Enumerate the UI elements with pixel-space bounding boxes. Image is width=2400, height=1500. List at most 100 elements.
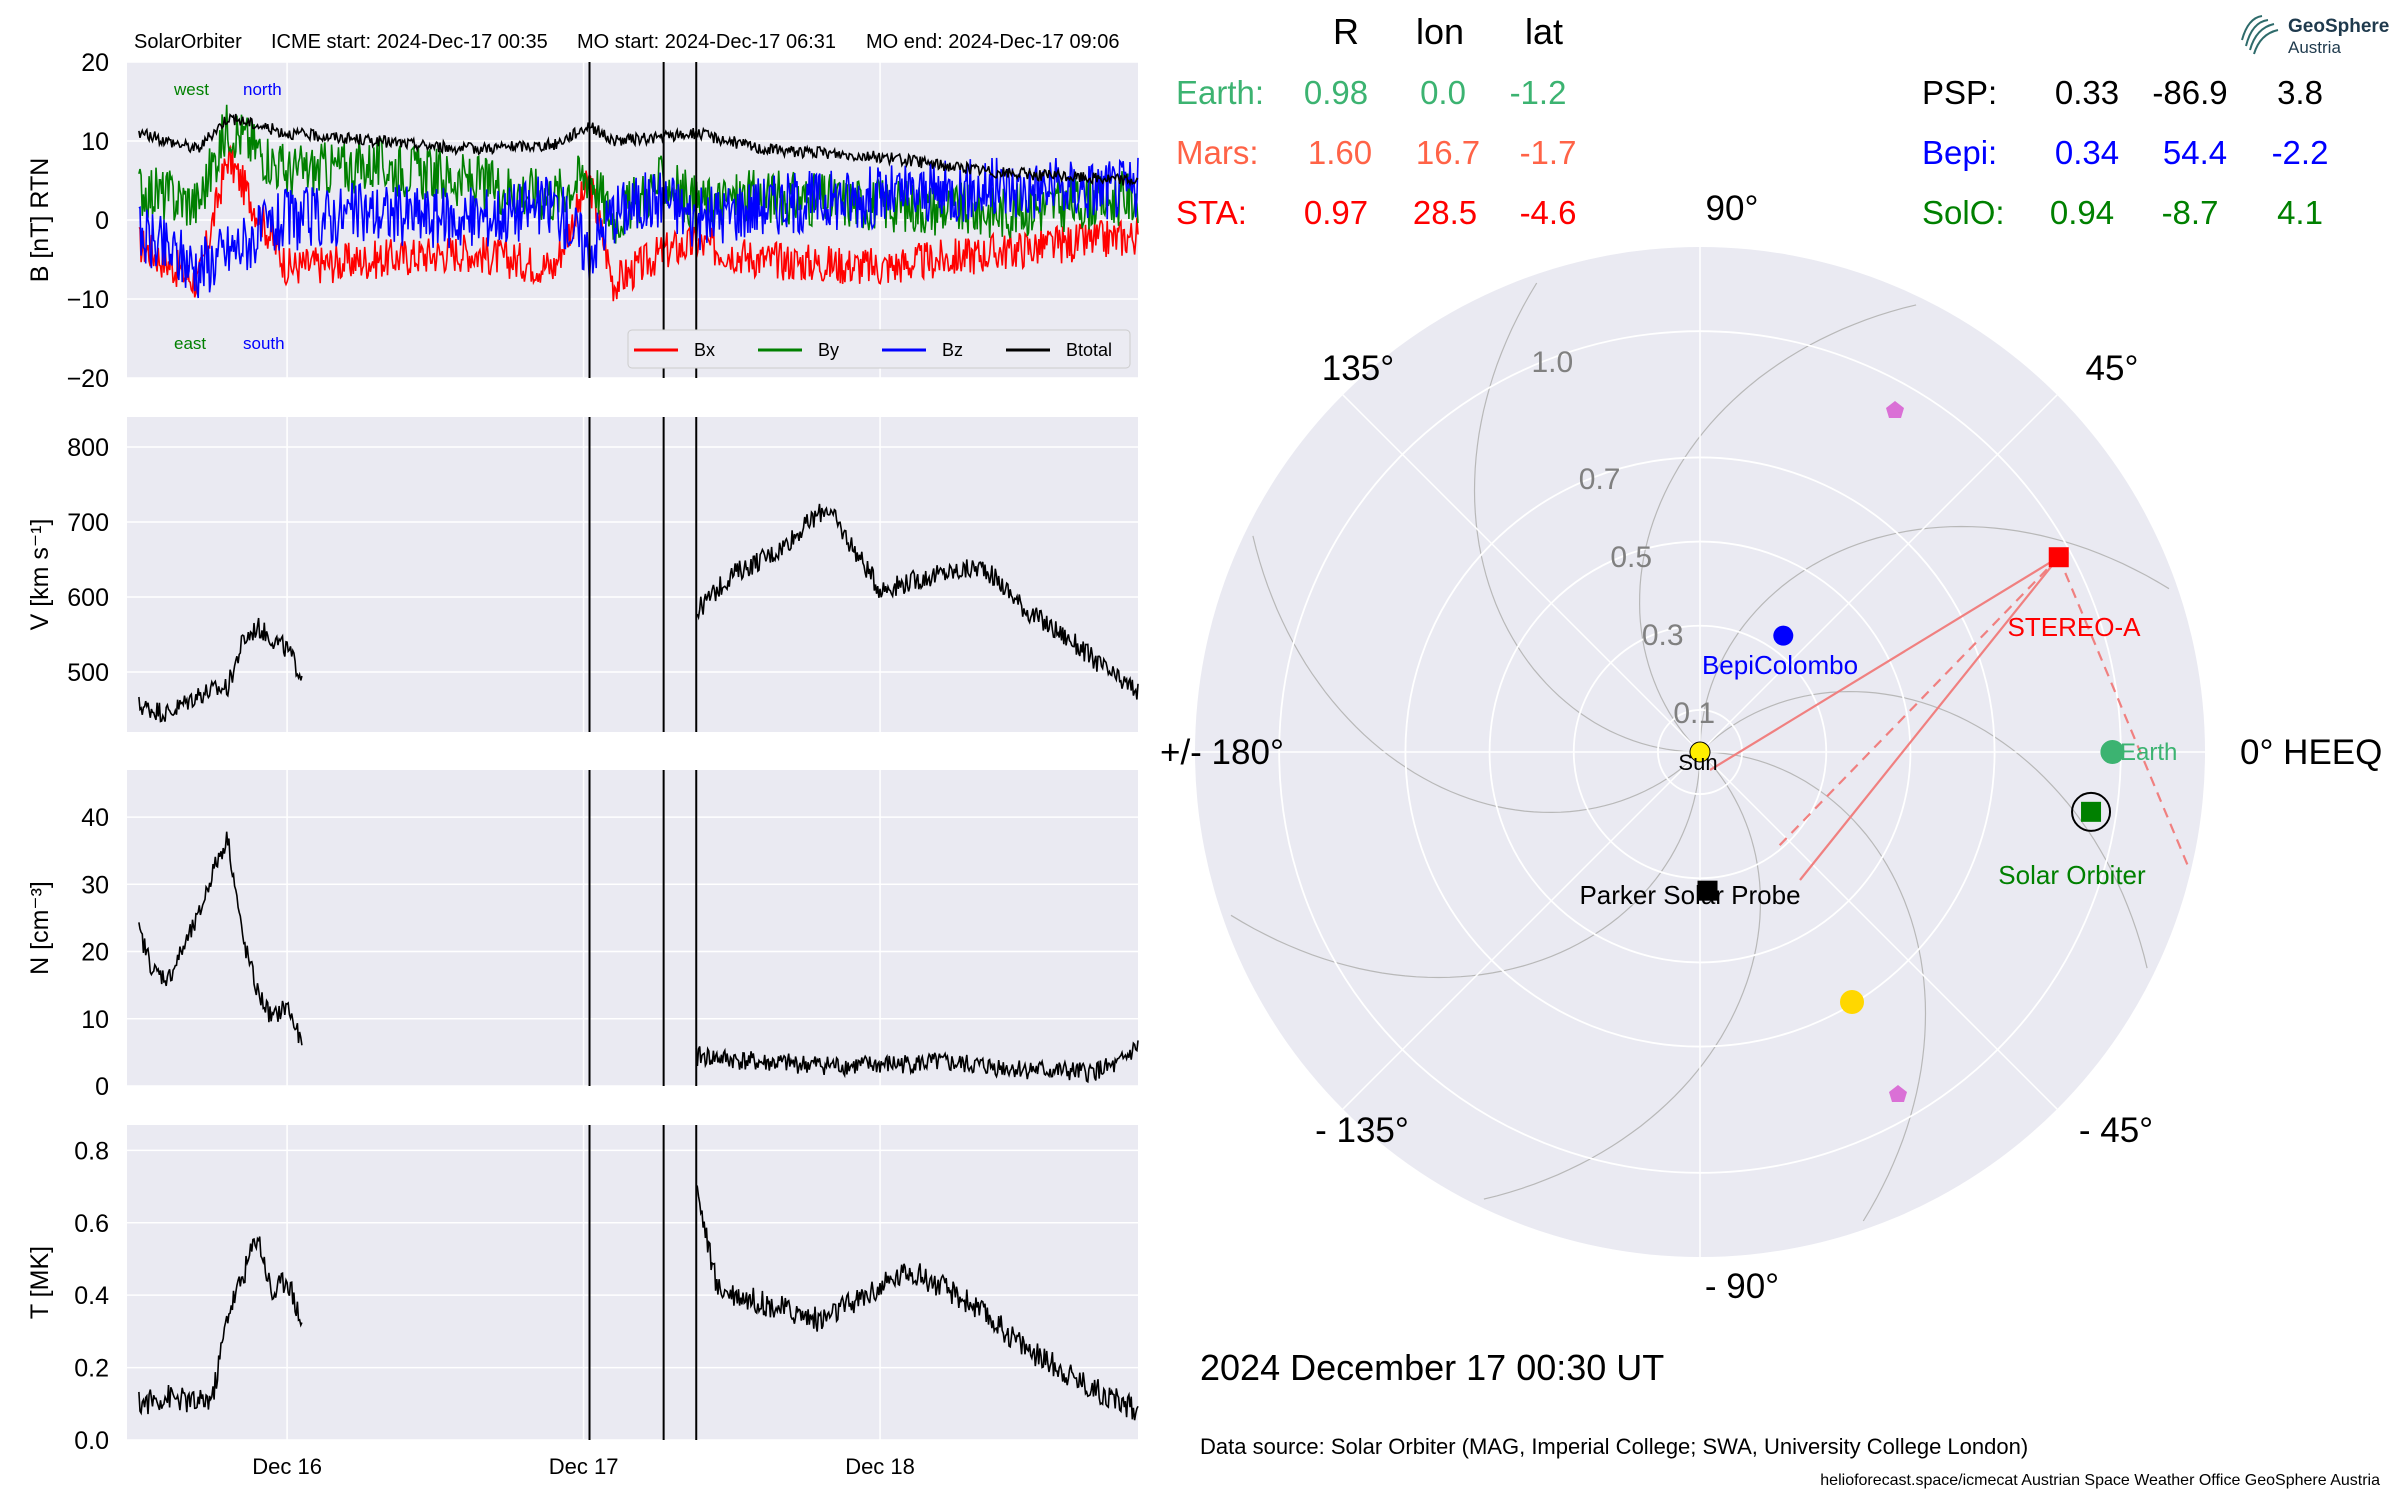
stereo-a-fov-line (1709, 556, 2060, 771)
radial-tick-label: 0.1 (1673, 697, 1715, 730)
y-tick-label: 40 (81, 804, 109, 832)
date-label: 2024 December 17 00:30 UT (1200, 1347, 1664, 1388)
panel-magnetic-field: 20 10 0 −10 −20 B [nT] RTN (26, 49, 1139, 393)
angle-label-a45: 45° (2086, 349, 2139, 388)
angle-spoke (1342, 751, 1701, 1110)
y-tick-label: 0.6 (74, 1210, 109, 1238)
bepi-lon: 54.4 (2163, 134, 2227, 171)
solar-orbiter-ring (2071, 791, 2112, 832)
credits-label: helioforecast.space/icmecat Austrian Spa… (1820, 1472, 2380, 1489)
y-tick-label: 0.8 (74, 1137, 109, 1165)
planet-marker-pentagon (1886, 401, 1904, 418)
angle-label-am45: - 45° (2079, 1111, 2153, 1150)
south-label: south (243, 334, 285, 353)
psp-lat: 3.8 (2277, 74, 2323, 111)
y-axis-label: T [MK] (26, 1246, 54, 1319)
x-tick-label: Dec 17 (549, 1454, 619, 1479)
x-tick-label: Dec 16 (252, 1454, 322, 1479)
series-line-segment-0 (138, 617, 303, 723)
earth-lon: 0.0 (1420, 74, 1466, 111)
solar-orbiter-marker (2081, 801, 2102, 822)
y-tick-label: 800 (67, 434, 109, 462)
solo-r: 0.94 (2050, 194, 2114, 231)
y-tick-label: 0 (95, 207, 109, 235)
y-tick-label: 600 (67, 584, 109, 612)
psp-lon: -86.9 (2152, 74, 2227, 111)
y-tick-label: −10 (67, 286, 109, 314)
series-line-segment-1 (695, 1184, 1139, 1421)
y-tick-label: 30 (81, 871, 109, 899)
y-axis-label: N [cm⁻³] (26, 881, 54, 975)
legend-bx: Bx (694, 340, 715, 360)
sta-r: 0.97 (1304, 194, 1368, 231)
bepi-lat: -2.2 (2272, 134, 2329, 171)
mars-lat: -1.7 (1520, 134, 1577, 171)
parker-spiral (1473, 282, 1701, 753)
stereo-a-marker (2048, 547, 2069, 568)
sun-marker (1689, 741, 1711, 763)
stereo-a-fov-line (1799, 556, 2060, 881)
series-line-bz (138, 157, 1139, 299)
series-line-segment-1 (696, 503, 1139, 700)
parker-spiral (1483, 751, 1762, 1200)
y-tick-label: 500 (67, 659, 109, 687)
psp-r: 0.33 (2055, 74, 2119, 111)
table-col-lon: lon (1416, 11, 1464, 52)
radial-tick-label: 0.3 (1642, 619, 1684, 652)
legend-bz: Bz (942, 340, 963, 360)
earth-name: Earth: (1176, 74, 1264, 111)
spacecraft-title: SolarOrbiter (134, 31, 242, 53)
angle-label-a180: +/- 180° (1160, 733, 1284, 772)
y-tick-label: 10 (81, 128, 109, 156)
geosphere-icon (2241, 15, 2279, 55)
angle-label-a90: 90° (1706, 189, 1759, 228)
panel-background (127, 770, 1138, 1086)
geosphere-logo: GeoSphere Austria (2238, 12, 2390, 62)
legend-box (627, 329, 1131, 369)
mo-start-label: MO start: 2024-Dec-17 06:31 (577, 31, 836, 53)
angle-spoke (1342, 394, 1701, 753)
parker-spiral (1699, 525, 2170, 753)
orbit-polar-plot: 0.1 0.3 0.5 0.7 1.0 0° HEEQ 45° 90° 135° +/- 180°… (1160, 189, 2382, 1306)
sta-lon: 28.5 (1413, 194, 1477, 231)
parker-spiral (1699, 690, 2148, 969)
mars-marker (1840, 990, 1864, 1014)
table-col-r: R (1333, 11, 1359, 52)
panel-background (127, 1125, 1138, 1440)
sta-name: STA: (1176, 194, 1247, 231)
table-col-lat: lat (1525, 11, 1563, 52)
solo-name: SolO: (1922, 194, 2005, 231)
planet-marker-pentagon (1889, 1085, 1907, 1102)
parker-spiral (1638, 304, 1917, 753)
legend-by: By (818, 340, 839, 360)
bepi-r: 0.34 (2055, 134, 2119, 171)
radial-tick-label: 0.7 (1579, 463, 1621, 496)
y-tick-label: 10 (81, 1006, 109, 1034)
angle-label-am135: - 135° (1315, 1111, 1409, 1150)
parker-solar-probe-label: Parker Solar Probe (1579, 880, 1800, 910)
series-line-bx (138, 144, 1139, 302)
mars-lon: 16.7 (1416, 134, 1480, 171)
parker-spiral (1699, 751, 1927, 1222)
angle-label-a0: 0° HEEQ (2240, 733, 2382, 772)
earth-label: Earth (2120, 739, 2177, 766)
radial-tick-label: 1.0 (1531, 346, 1573, 379)
data-source-label: Data source: Solar Orbiter (MAG, Imperia… (1200, 1434, 2028, 1459)
parker-spiral (1252, 535, 1701, 814)
bepicolombo-label: BepiColombo (1702, 650, 1858, 680)
earth-marker (2100, 740, 2125, 764)
y-tick-label: 0 (95, 1073, 109, 1101)
mars-name: Mars: (1176, 134, 1259, 171)
stereo-a-fov-line (2057, 556, 2190, 867)
sta-lat: -4.6 (1520, 194, 1577, 231)
solar-orbiter-label: Solar Orbiter (1998, 860, 2146, 890)
panel-density: 40 30 20 10 0 N [cm⁻³] (26, 770, 1139, 1101)
mars-r: 1.60 (1308, 134, 1372, 171)
parker-spiral (1230, 751, 1701, 979)
time-series-panels: 20 10 0 −10 −20 B [nT] RTN 800 700 600 500 V [km s… (26, 49, 1139, 1479)
logo-line1: GeoSphere (2288, 16, 2390, 37)
logo-line2: Austria (2288, 38, 2341, 57)
y-tick-label: 0.0 (74, 1427, 109, 1455)
parker-solar-probe-marker (1697, 880, 1718, 901)
